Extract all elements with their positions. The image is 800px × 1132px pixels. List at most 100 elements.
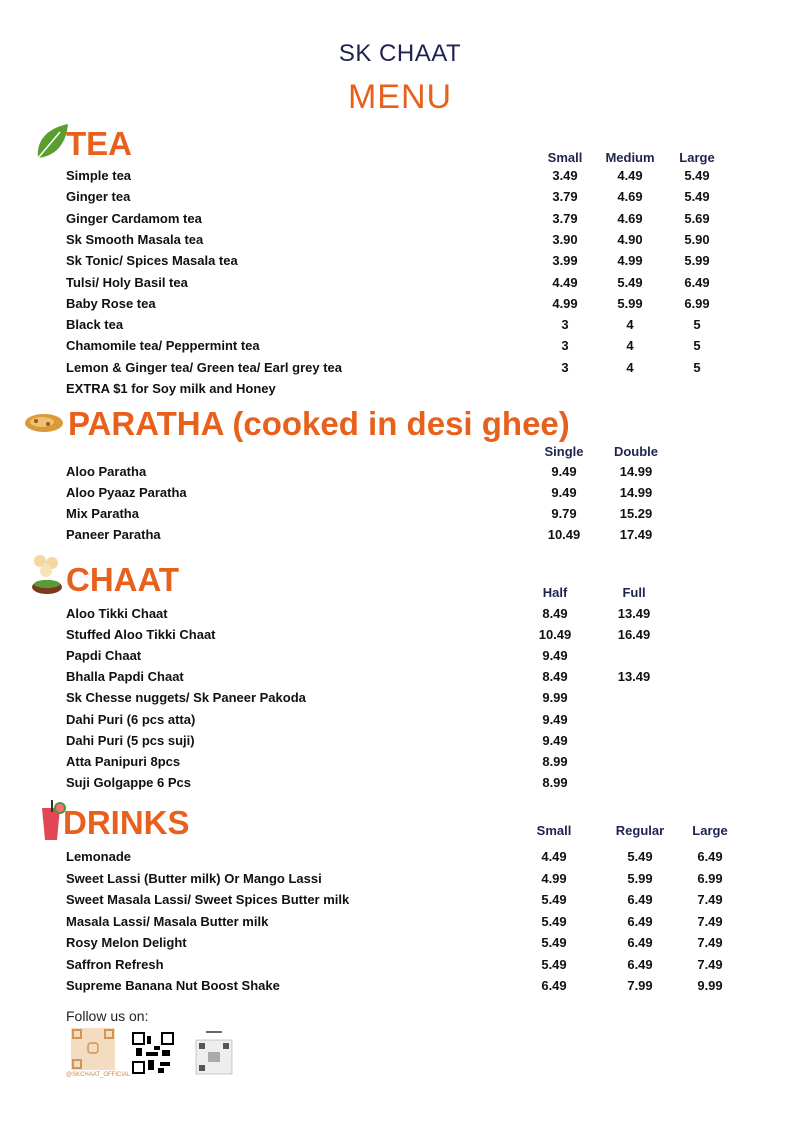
menu-item-name: Sk Tonic/ Spices Masala tea (66, 253, 238, 269)
menu-item-price: 13.49 (617, 669, 651, 685)
menu-item-price: 5.49 (541, 913, 567, 929)
menu-item-price: 6.49 (627, 913, 653, 929)
menu-item-price: 6.49 (627, 935, 653, 950)
menu-item-price: 5 (693, 338, 701, 354)
menu-item-name: Masala Lassi/ Masala Butter milk (66, 913, 269, 929)
menu-item-row: Dahi Puri (5 pcs suji) 9.49 (0, 733, 800, 754)
menu-item-name: EXTRA $1 for Soy milk and Honey (66, 381, 276, 396)
menu-item-price: 5.49 (617, 274, 643, 290)
menu-item-price: 6.49 (627, 956, 653, 972)
menu-item-row: Simple tea 3.49 4.49 5.49 (0, 168, 800, 189)
drink-glass-icon (36, 800, 66, 847)
menu-item-price: 9.79 (551, 506, 577, 522)
menu-item-name: Sweet Lassi (Butter milk) Or Mango Lassi (66, 870, 322, 886)
menu-item-name: Sk Chesse nuggets/ Sk Paneer Pakoda (66, 690, 306, 706)
menu-item-name: Stuffed Aloo Tikki Chaat (66, 627, 216, 643)
menu-item-row: Atta Panipuri 8pcs 8.99 (0, 754, 800, 775)
section-title: CHAAT (66, 561, 180, 598)
section-title: DRINKS (63, 804, 190, 841)
menu-item-row: Black tea 3 4 5 (0, 317, 800, 338)
menu-item-row: Sk Tonic/ Spices Masala tea 3.99 4.99 5.99 (0, 253, 800, 274)
menu-item-row: Bhalla Papdi Chaat 8.49 13.49 (0, 669, 800, 690)
menu-item-name: Sweet Masala Lassi/ Sweet Spices Butter … (66, 892, 350, 907)
menu-item-price: 5.99 (627, 870, 653, 886)
column-header: Small (547, 150, 583, 165)
menu-item-name: Lemon & Ginger tea/ Green tea/ Earl grey… (66, 359, 342, 375)
menu-item-row: Sk Chesse nuggets/ Sk Paneer Pakoda 9.99 (0, 690, 800, 711)
menu-item-price: 16.49 (617, 627, 651, 643)
menu-item-price: 3.99 (552, 253, 578, 269)
menu-item-price: 9.49 (551, 485, 577, 501)
menu-item-name: Paneer Paratha (66, 527, 161, 543)
column-header: Single (544, 444, 584, 459)
menu-item-name: Black tea (66, 317, 124, 333)
menu-item-price: 4.49 (617, 168, 643, 183)
menu-item-name: Dahi Puri (5 pcs suji) (66, 732, 195, 748)
menu-item-price: 9.49 (551, 464, 577, 479)
menu-item-price: 6.99 (697, 870, 723, 886)
menu-item-price: 4.69 (617, 189, 643, 205)
menu-item-price: 8.49 (542, 669, 568, 685)
menu-item-row: Paneer Paratha 10.49 17.49 (0, 527, 800, 548)
menu-item-price: 5.49 (541, 956, 567, 972)
menu-item-row: EXTRA $1 for Soy milk and Honey (0, 381, 800, 402)
menu-item-price: 9.49 (542, 648, 568, 664)
menu-item-price: 4 (626, 359, 634, 375)
menu-item-price: 17.49 (619, 527, 653, 543)
menu-qr-code[interactable] (194, 1028, 234, 1080)
menu-item-price: 5.69 (684, 210, 710, 226)
tea-leaf-icon (34, 122, 70, 167)
menu-item-row: Papdi Chaat 9.49 (0, 648, 800, 669)
menu-item-price: 5.99 (617, 295, 643, 311)
menu-item-price: 6.49 (541, 978, 567, 993)
menu-item-name: Ginger tea (66, 189, 131, 205)
menu-item-name: Simple tea (66, 168, 132, 183)
column-header: Medium (605, 150, 655, 165)
menu-item-row: Aloo Pyaaz Paratha 9.49 14.99 (0, 485, 800, 506)
chaat-bowl-icon (30, 553, 64, 602)
menu-item-name: Papdi Chaat (66, 648, 142, 664)
menu-item-name: Bhalla Papdi Chaat (66, 669, 184, 685)
column-header: Full (622, 585, 646, 600)
menu-item-row: Supreme Banana Nut Boost Shake 6.49 7.99 9.… (0, 978, 800, 999)
menu-item-price: 7.99 (627, 978, 653, 993)
column-header: Large (692, 823, 728, 838)
menu-item-name: Suji Golgappe 6 Pcs (66, 774, 191, 790)
menu-item-price: 9.49 (542, 711, 568, 727)
menu-item-price: 14.99 (619, 464, 653, 479)
column-header: Regular (615, 823, 665, 838)
menu-item-row: Saffron Refresh 5.49 6.49 7.49 (0, 957, 800, 978)
menu-item-price: 5.49 (627, 849, 653, 864)
menu-item-name: Baby Rose tea (66, 295, 156, 311)
instagram-qr-code[interactable] (71, 1028, 115, 1070)
section-title: PARATHA (cooked in desi ghee) (68, 405, 570, 442)
menu-item-price: 5.90 (684, 231, 710, 247)
menu-item-price: 7.49 (697, 913, 723, 929)
menu-item-price: 3.90 (552, 231, 578, 247)
menu-item-row: Aloo Tikki Chaat 8.49 13.49 (0, 606, 800, 627)
menu-item-price: 7.49 (697, 956, 723, 972)
menu-item-price: 3 (561, 317, 569, 333)
menu-item-row: Mix Paratha 9.79 15.29 (0, 506, 800, 527)
menu-item-row: Tulsi/ Holy Basil tea 4.49 5.49 6.49 (0, 275, 800, 296)
menu-item-price: 3.79 (552, 210, 578, 226)
menu-item-name: Chamomile tea/ Peppermint tea (66, 338, 260, 354)
menu-item-price: 5.49 (541, 935, 567, 950)
column-header: Large (679, 150, 715, 165)
menu-item-price: 7.49 (697, 892, 723, 907)
menu-item-price: 3.49 (552, 168, 578, 183)
qr-code[interactable] (132, 1032, 174, 1074)
menu-item-row: Chamomile tea/ Peppermint tea 3 4 5 (0, 338, 800, 359)
menu-item-price: 6.49 (697, 849, 723, 864)
menu-item-row: Sweet Lassi (Butter milk) Or Mango Lassi… (0, 871, 800, 892)
menu-item-price: 8.99 (542, 774, 568, 790)
menu-item-price: 4 (626, 338, 634, 354)
menu-item-price: 8.49 (542, 606, 568, 621)
menu-item-price: 4.99 (552, 295, 578, 311)
menu-item-price: 4.99 (617, 253, 643, 269)
menu-item-price: 4 (626, 317, 634, 333)
menu-item-price: 6.99 (684, 295, 710, 311)
menu-item-row: Suji Golgappe 6 Pcs 8.99 (0, 775, 800, 796)
menu-item-name: Supreme Banana Nut Boost Shake (66, 978, 280, 993)
menu-item-name: Saffron Refresh (66, 956, 164, 972)
